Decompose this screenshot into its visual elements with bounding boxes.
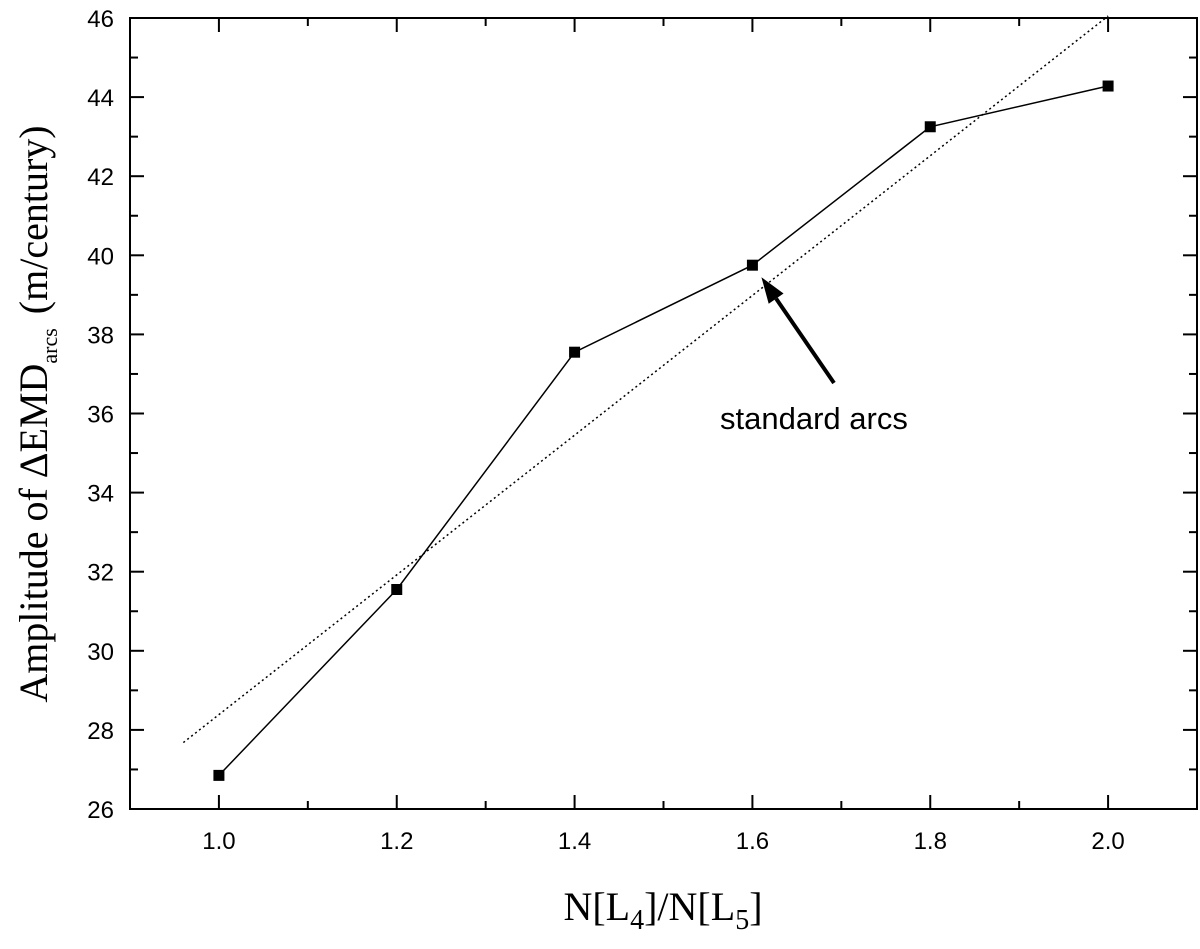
data-line [218, 85, 1109, 776]
axis-ticks [130, 17, 1197, 810]
x-tick-label: 1.6 [736, 828, 769, 855]
x-axis-title-sub1: 4 [630, 905, 644, 936]
fit-line [182, 15, 1109, 744]
x-tick-label: 1.4 [558, 828, 591, 855]
data-point [213, 769, 225, 781]
x-axis-title-part: ]/N[L [644, 884, 735, 929]
data-point [924, 121, 936, 133]
y-tick-label: 34 [87, 481, 114, 508]
annotation-text: standard arcs [720, 401, 908, 436]
y-tick-label: 40 [87, 243, 114, 270]
x-tick-label: 1.2 [380, 828, 413, 855]
tick-labels: 1.0 1.2 1.4 1.6 1.8 2.0 26 28 30 32 34 36 38 40 42 44 46 [87, 6, 1124, 855]
data-point [569, 346, 581, 358]
y-axis-title-unit: (m/century) [11, 125, 56, 314]
annotation-arrow [774, 297, 836, 385]
y-tick-label: 38 [87, 322, 114, 349]
y-tick-label: 32 [87, 560, 114, 587]
y-tick-label: 30 [87, 639, 114, 666]
x-axis-title-sub2: 5 [735, 905, 749, 936]
x-tick-label: 2.0 [1091, 828, 1124, 855]
x-axis-title-part: N[L [563, 884, 630, 929]
annotation: standard arcs [720, 277, 908, 436]
data-point [1102, 80, 1114, 92]
y-tick-label: 26 [87, 797, 114, 824]
y-axis-title-main: Amplitude of ΔEMD [11, 364, 56, 703]
y-tick-label: 44 [87, 85, 114, 112]
x-tick-label: 1.0 [202, 828, 235, 855]
data-point [746, 259, 758, 271]
data-point [391, 583, 403, 595]
y-tick-label: 36 [87, 402, 114, 429]
y-axis-title: Amplitude of ΔEMDarcs (m/century) [11, 125, 62, 702]
series-layer [182, 15, 1114, 781]
y-tick-label: 28 [87, 718, 114, 745]
y-axis-title-sub: arcs [37, 328, 62, 363]
plot-frame [129, 17, 1198, 810]
y-tick-label: 42 [87, 164, 114, 191]
x-tick-label: 1.8 [914, 828, 947, 855]
x-axis-title: N[L4]/N[L5] [563, 884, 762, 936]
annotation-arrow-head [761, 277, 784, 304]
x-axis-title-part: ] [749, 884, 762, 929]
y-tick-label: 46 [87, 6, 114, 33]
